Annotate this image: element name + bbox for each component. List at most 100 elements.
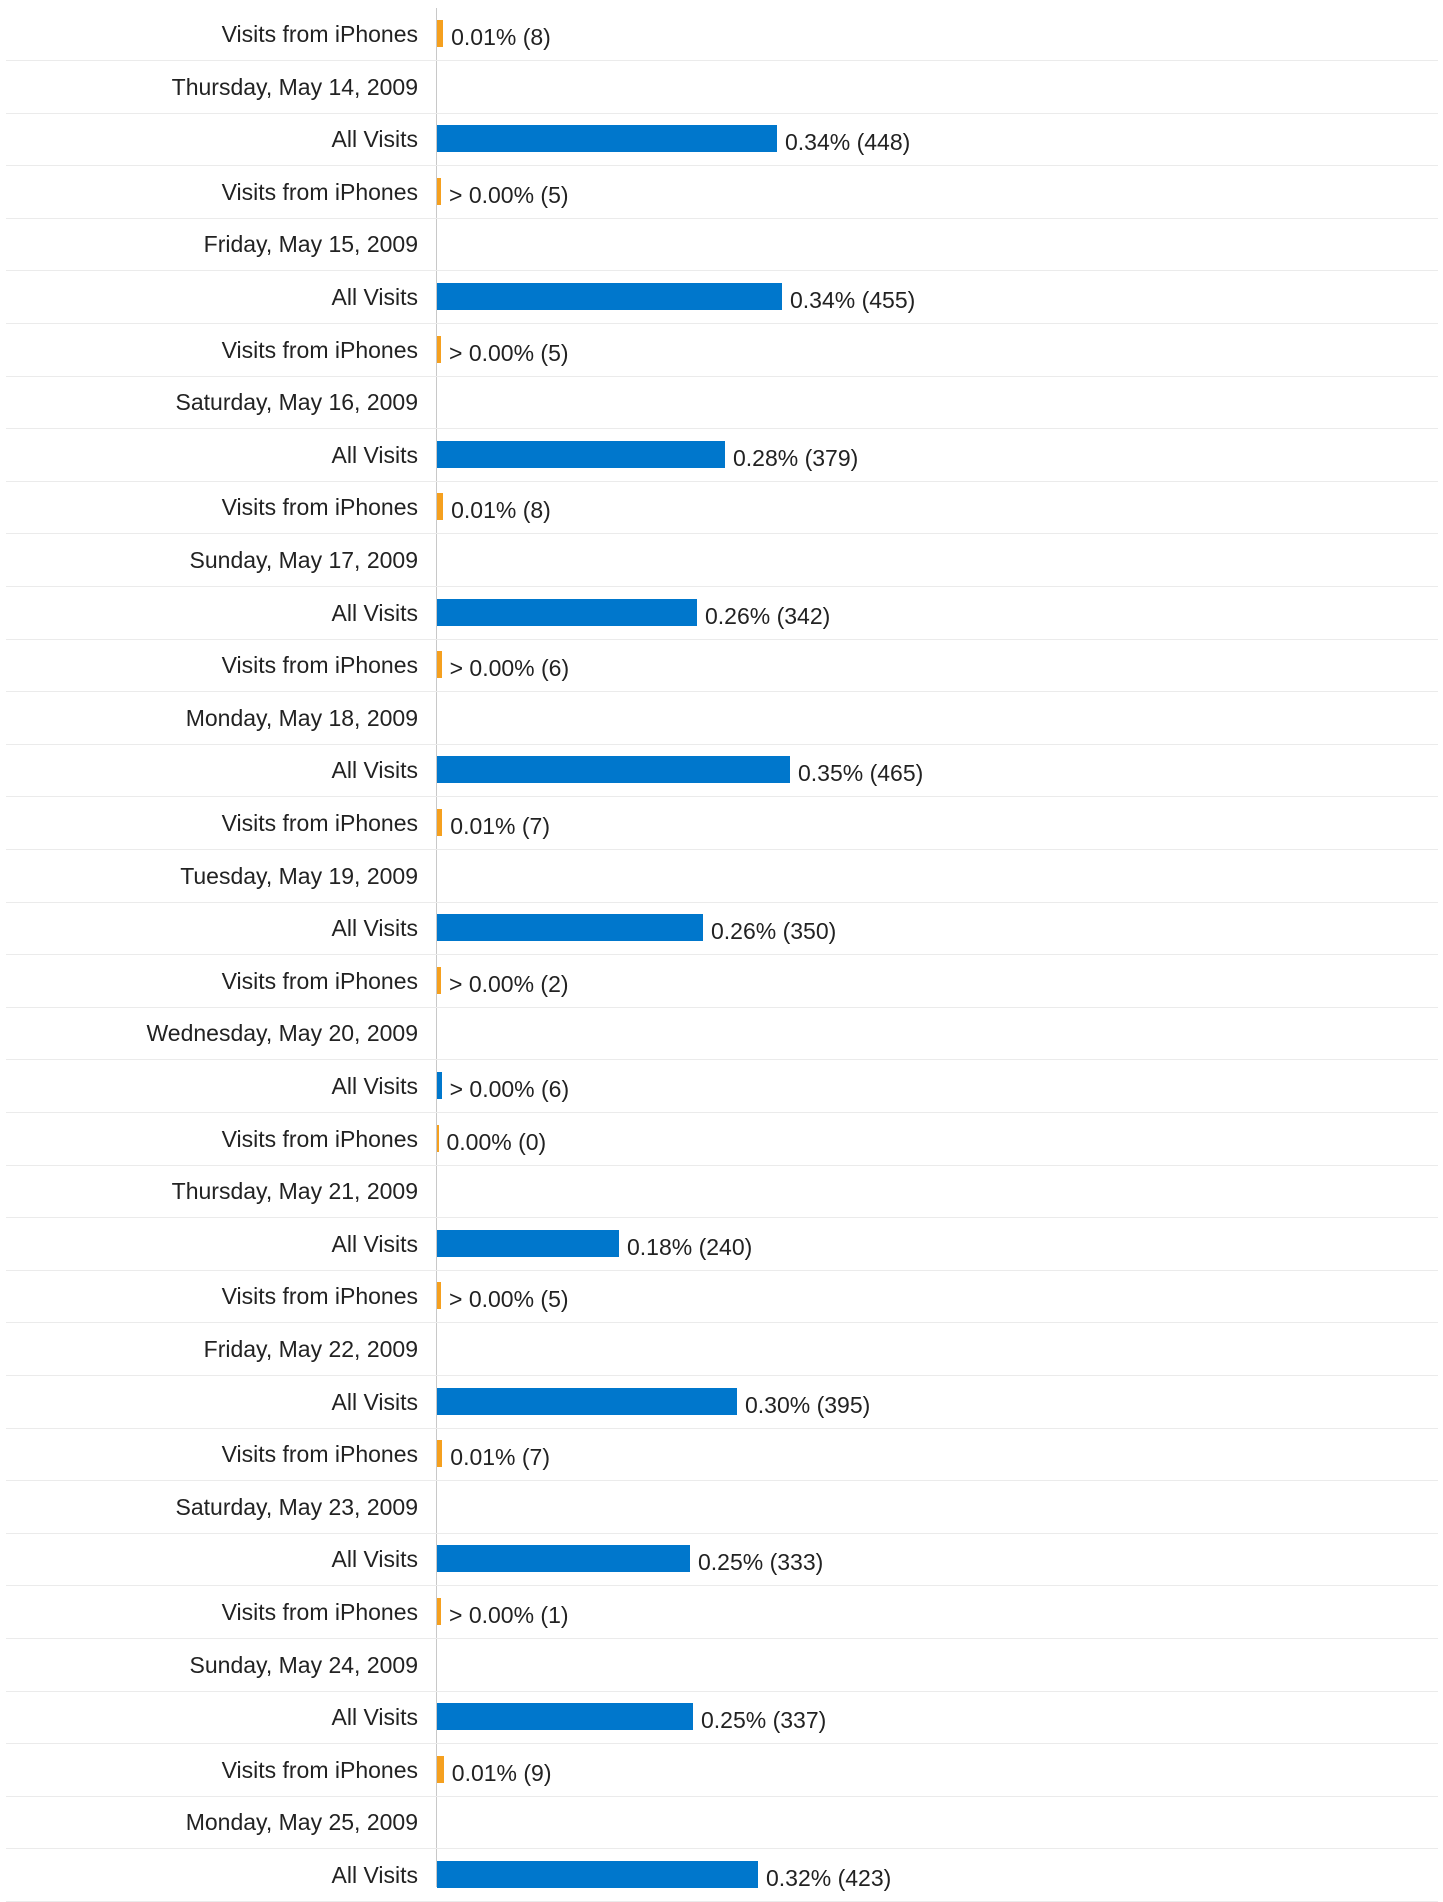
data-label: 0.28% (379) (733, 444, 859, 471)
series-row: Visits from iPhones (6, 481, 1438, 535)
data-label: > 0.00% (2) (449, 970, 569, 997)
series-row: All Visits (6, 744, 1438, 798)
data-label: 0.01% (7) (450, 813, 551, 839)
series-row: Visits from iPhones (6, 1428, 1438, 1482)
bar-all-visits (437, 283, 782, 310)
date-row: Thursday, May 14, 2009 (6, 61, 1438, 114)
data-label: 0.25% (333) (698, 1549, 824, 1576)
series-label: All Visits (331, 1704, 419, 1731)
series-label: Visits from iPhones (221, 652, 418, 679)
data-label: > 0.00% (5) (449, 181, 569, 208)
series-label: Visits from iPhones (221, 967, 418, 994)
bar-all-visits (437, 1387, 737, 1415)
bar-iphones (437, 1598, 441, 1625)
data-label: 0.26% (350) (711, 918, 837, 945)
data-label: 0.32% (423) (766, 1865, 892, 1891)
series-label: All Visits (331, 915, 419, 942)
data-label: 0.34% (455) (790, 287, 916, 313)
bar-iphones (437, 1124, 439, 1152)
bar-all-visits (437, 1072, 442, 1099)
date-row: Sunday, May 24, 2009 (6, 1639, 1438, 1692)
date-label: Thursday, May 14, 2009 (171, 73, 418, 100)
date-row: Monday, May 25, 2009 (6, 1796, 1438, 1850)
date-row: Friday, May 15, 2009 (6, 218, 1438, 272)
date-label: Sunday, May 24, 2009 (189, 1651, 418, 1678)
date-row: Sunday, May 17, 2009 (6, 534, 1438, 587)
series-row: All Visits (6, 1218, 1438, 1271)
date-row: Tuesday, May 19, 2009 (6, 850, 1438, 903)
data-label: > 0.00% (6) (449, 655, 570, 682)
series-row: All Visits (6, 271, 1438, 324)
series-label: Visits from iPhones (221, 1441, 418, 1468)
date-label: Thursday, May 21, 2009 (171, 1178, 418, 1205)
data-label: 0.25% (337) (701, 1707, 827, 1734)
series-row: Visits from iPhones (6, 1113, 1438, 1166)
date-row: Wednesday, May 20, 2009 (6, 1007, 1438, 1061)
series-label: All Visits (331, 284, 419, 310)
series-row: All Visits (6, 1376, 1438, 1429)
series-label: Visits from iPhones (221, 336, 418, 363)
bar-iphones (437, 809, 443, 836)
series-row: All Visits (6, 587, 1438, 640)
series-label: All Visits (331, 441, 419, 468)
series-label: All Visits (331, 757, 419, 784)
series-label: All Visits (331, 1230, 419, 1257)
series-row: Visits from iPhones (6, 324, 1438, 377)
bar-iphones (437, 1755, 444, 1783)
data-label: > 0.00% (1) (449, 1602, 569, 1628)
bar-iphones (437, 177, 441, 205)
series-row: Visits from iPhones (6, 1586, 1438, 1639)
series-row: Visits from iPhones (6, 955, 1438, 1008)
series-label: Visits from iPhones (221, 1599, 418, 1625)
series-row: Visits from iPhones (6, 8, 1438, 61)
series-row: All Visits (6, 1533, 1438, 1587)
series-row: All Visits (6, 113, 1438, 167)
bar-all-visits (437, 756, 790, 784)
series-label: All Visits (331, 599, 419, 626)
data-label: 0.01% (7) (450, 1444, 551, 1471)
bar-all-visits (437, 1703, 693, 1731)
bar-iphones (437, 20, 444, 47)
date-label: Friday, May 15, 2009 (203, 231, 418, 258)
bar-all-visits (437, 598, 697, 626)
date-label: Tuesday, May 19, 2009 (180, 862, 418, 889)
series-row: Visits from iPhones (6, 797, 1438, 850)
data-label: 0.26% (342) (705, 602, 831, 629)
series-label: Visits from iPhones (221, 1283, 418, 1310)
series-label: All Visits (331, 1862, 419, 1888)
bar-all-visits (437, 1545, 690, 1573)
date-row: Monday, May 18, 2009 (6, 692, 1438, 745)
bar-iphones (437, 966, 441, 994)
date-label: Wednesday, May 20, 2009 (146, 1020, 419, 1047)
series-label: Visits from iPhones (221, 494, 418, 521)
series-row: Visits from iPhones (6, 1270, 1438, 1324)
bar-iphones (437, 1282, 441, 1310)
bar-all-visits (437, 1229, 619, 1257)
series-label: Visits from iPhones (221, 178, 418, 205)
data-label: > 0.00% (5) (449, 339, 569, 366)
date-label: Sunday, May 17, 2009 (189, 547, 418, 573)
date-row: Thursday, May 21, 2009 (6, 1165, 1438, 1219)
data-label: 0.01% (8) (451, 24, 551, 50)
series-row: Visits from iPhones (6, 639, 1438, 693)
data-label: 0.18% (240) (627, 1233, 753, 1260)
bar-all-visits (437, 440, 725, 468)
bar-all-visits (437, 914, 703, 942)
date-label: Saturday, May 16, 2009 (175, 389, 419, 416)
bar-all-visits (437, 125, 777, 153)
series-label: All Visits (331, 1388, 419, 1415)
series-label: All Visits (331, 1546, 419, 1573)
data-label: 0.01% (9) (451, 1759, 552, 1786)
series-row: Visits from iPhones (6, 1744, 1438, 1797)
date-row: Saturday, May 23, 2009 (6, 1481, 1438, 1534)
series-row: All Visits (6, 1691, 1438, 1745)
series-label: Visits from iPhones (221, 21, 418, 47)
series-label: Visits from iPhones (221, 810, 418, 836)
bar-iphones (437, 493, 444, 521)
bar-all-visits (437, 1861, 758, 1888)
series-label: All Visits (331, 1073, 419, 1099)
series-label: Visits from iPhones (221, 1756, 418, 1783)
data-label: 0.30% (395) (745, 1391, 871, 1418)
data-label: > 0.00% (5) (449, 1286, 569, 1313)
